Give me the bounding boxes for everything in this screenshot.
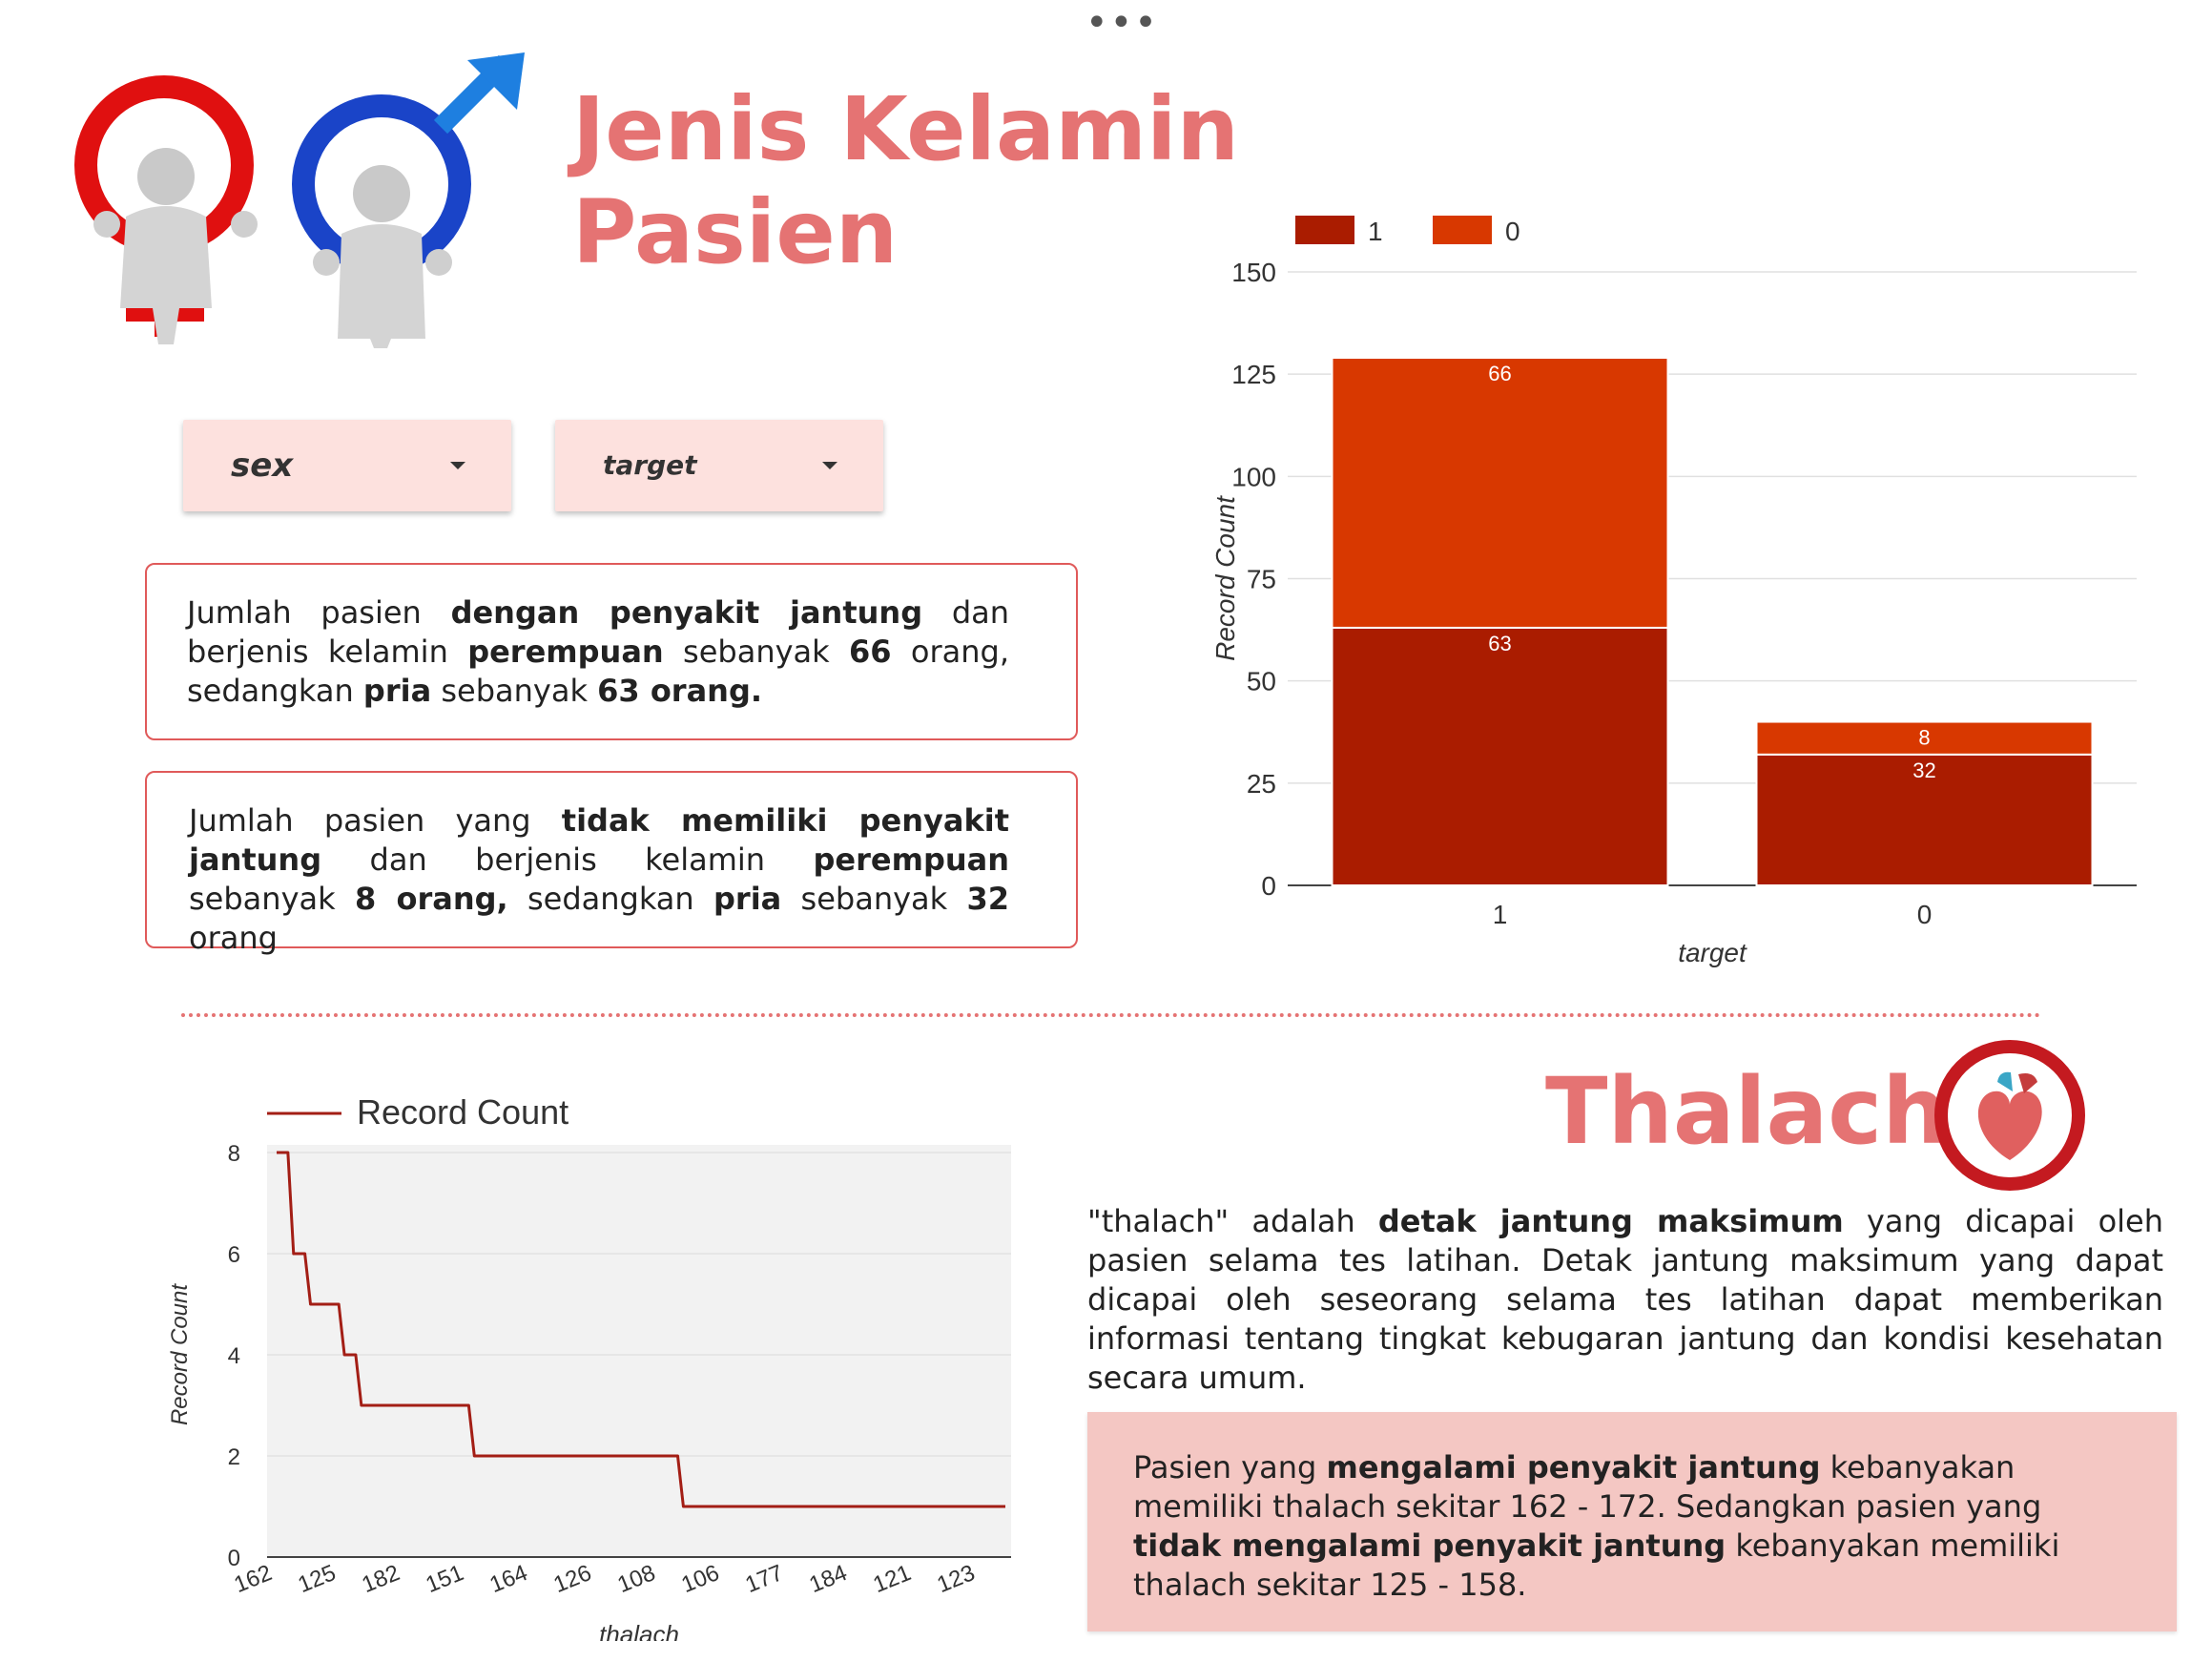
x-tick-label: 106 (678, 1560, 723, 1598)
y-tick-label: 150 (1231, 258, 1276, 287)
text-emphasis: tidak mengalami penyakit jantung (1133, 1527, 1726, 1564)
bar-data-label: 63 (1488, 632, 1511, 655)
female-symbol-icon (74, 75, 258, 344)
text-emphasis: dengan penyakit jantung (450, 594, 923, 631)
text-segment: "thalach" adalah (1087, 1203, 1378, 1239)
text-segment: yang dicapai oleh pasien selama tes lati… (1087, 1203, 2164, 1396)
y-tick-label: 75 (1247, 565, 1276, 594)
more-options-icon[interactable]: ••• (1085, 1, 1159, 45)
section-divider (181, 1013, 2041, 1017)
x-tick-label: 184 (806, 1560, 851, 1598)
x-tick-label: 0 (1917, 900, 1933, 929)
x-tick-label: 126 (550, 1560, 595, 1598)
bar-segment (1331, 626, 1669, 886)
y-axis-title: Record Count (167, 1283, 193, 1425)
x-axis-title: thalach (599, 1620, 679, 1641)
thalach-title: Thalach (1545, 1058, 1948, 1165)
legend-label: 1 (1368, 217, 1383, 246)
target-filter-dropdown[interactable]: target (555, 420, 883, 511)
thalach-description: "thalach" adalah detak jantung maksimum … (1087, 1202, 2163, 1398)
target-bar-chart: 0 25 50 75 100 125 150 1 0 63 66 1 32 8 0 target Record … (1210, 216, 2137, 967)
sex-filter-label: sex (231, 447, 294, 485)
x-axis-title: target (1678, 938, 1747, 967)
y-tick-label: 125 (1231, 360, 1276, 389)
text-segment: dan berjenis kelamin (187, 594, 1010, 670)
gender-illustration (74, 52, 525, 348)
text-segment: sebanyak (189, 881, 355, 917)
x-tick-label: 177 (742, 1560, 787, 1598)
bar-segment (1331, 357, 1669, 629)
text-emphasis: pria (713, 881, 782, 917)
legend-swatch (1295, 216, 1354, 244)
y-tick-label: 100 (1231, 462, 1276, 491)
text-emphasis: detak jantung maksimum (1377, 1203, 1844, 1239)
y-tick-label: 6 (228, 1242, 240, 1268)
x-tick-label: 1 (1493, 900, 1508, 929)
text-emphasis: pria (362, 673, 432, 709)
heart-icon (1934, 1040, 2085, 1191)
legend-label: 0 (1505, 217, 1520, 246)
text-segment: sebanyak (431, 673, 598, 709)
text-emphasis: 66 (849, 634, 892, 670)
y-tick-label: 4 (228, 1343, 240, 1369)
bar-segment (1755, 720, 2094, 756)
x-tick-label: 108 (614, 1560, 659, 1598)
x-tick-label: 182 (359, 1560, 403, 1598)
page-title: Jenis Kelamin Pasien (572, 78, 1259, 284)
text-emphasis: perempuan (467, 634, 664, 670)
text-segment: Jumlah pasien yang (189, 802, 562, 839)
x-tick-label: 151 (423, 1560, 467, 1598)
text-emphasis: 63 orang. (597, 673, 763, 709)
bar-segment (1755, 753, 2094, 886)
text-segment: kebanyakan memiliki thalach sekitar 162 … (1133, 1449, 2042, 1525)
y-tick-label: 25 (1247, 769, 1276, 799)
text-emphasis: 32 (966, 881, 1010, 917)
legend-label: Record Count (357, 1092, 569, 1132)
x-tick-label: 164 (486, 1560, 531, 1598)
male-symbol-icon (292, 52, 525, 348)
chevron-down-icon (822, 462, 837, 469)
summary-box-disease: Jumlah pasien dengan penyakit jantung da… (145, 563, 1078, 740)
text-segment: sebanyak (663, 634, 850, 670)
text-emphasis: 8 orang, (354, 881, 508, 917)
x-tick-label: 121 (870, 1560, 915, 1598)
bar-data-label: 32 (1912, 758, 1935, 782)
summary-box-no-disease: Jumlah pasien yang tidak memiliki penyak… (145, 771, 1078, 956)
title-line-2: Pasien (572, 181, 899, 283)
text-segment: Jumlah pasien (187, 594, 451, 631)
text-segment: sedangkan (507, 881, 713, 917)
y-tick-label: 50 (1247, 667, 1276, 696)
text-emphasis: tidak memiliki penyakit jantung (189, 802, 1010, 878)
bar-data-label: 8 (1918, 726, 1930, 750)
thalach-note-box: Pasien yang mengalami penyakit jantung k… (1087, 1412, 2177, 1631)
y-axis-title: Record Count (1210, 495, 1240, 661)
legend-swatch (1433, 216, 1492, 244)
text-emphasis: mengalami penyakit jantung (1326, 1449, 1821, 1485)
title-line-1: Jenis Kelamin (572, 78, 1240, 180)
y-tick-label: 2 (228, 1444, 240, 1470)
text-segment: Pasien yang (1133, 1449, 1327, 1485)
x-tick-label: 125 (295, 1560, 340, 1598)
text-segment: orang (189, 920, 278, 956)
bar-data-label: 66 (1488, 362, 1511, 385)
plot-background (267, 1145, 1011, 1557)
target-filter-label: target (603, 449, 697, 481)
text-segment: kebanyakan memiliki thalach sekitar 125 … (1133, 1527, 2060, 1603)
y-tick-label: 8 (228, 1141, 240, 1167)
y-tick-label: 0 (1261, 871, 1276, 901)
sex-filter-dropdown[interactable]: sex (183, 420, 511, 511)
chevron-down-icon (450, 462, 465, 469)
text-segment: orang, sedangkan (187, 634, 1009, 709)
text-segment: dan berjenis kelamin (321, 841, 814, 878)
text-emphasis: perempuan (813, 841, 1010, 878)
text-segment: sebanyak (781, 881, 967, 917)
y-tick-label: 0 (228, 1546, 240, 1571)
x-tick-label: 123 (934, 1560, 979, 1598)
series-line (277, 1151, 1005, 1508)
